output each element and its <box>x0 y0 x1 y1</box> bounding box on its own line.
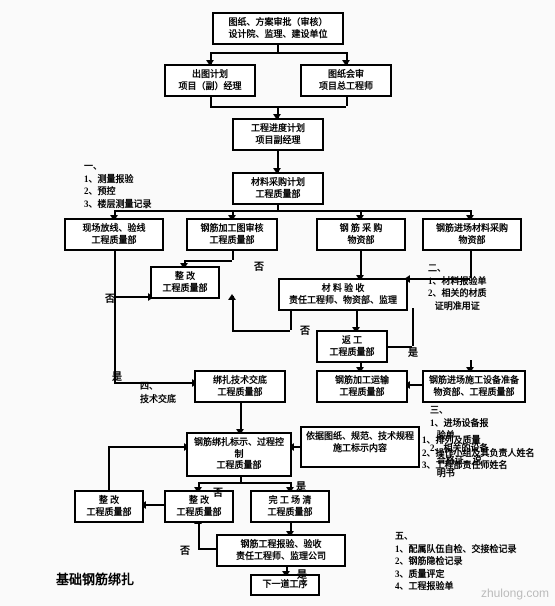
node-n5: 材料采购计划工程质量部 <box>232 172 324 205</box>
decision-d7: 是 <box>296 478 306 493</box>
edge-h <box>198 548 216 550</box>
edge-h <box>408 384 422 386</box>
node-n10: 整 改工程质量部 <box>150 266 220 299</box>
page-title: 基础钢筋绑扎 <box>56 569 134 588</box>
flowchart-canvas: 图纸、方案审批（审核）设计院、监理、建设单位出图计划项目（副）经理 图纸会审项目总… <box>0 0 555 606</box>
node-n13: 钢筋加工运输工程质量部 <box>316 370 408 403</box>
edge-h <box>114 296 150 298</box>
edge-h <box>144 504 164 506</box>
node-n8: 钢 筋 采 购物资部 <box>316 218 406 251</box>
node-n12: 返 工工程质量部 <box>316 330 388 363</box>
decision-d4: 否 <box>300 322 310 337</box>
node-n22: 下一道工序 <box>250 574 320 596</box>
arrow-up <box>228 294 236 300</box>
edge-h <box>184 260 232 262</box>
note-note1: 一、 1、测量报验 2、预控 3、楼层测量记录 <box>84 160 152 210</box>
node-n3: 图纸会审项目总工程师 <box>300 64 392 97</box>
node-n21: 钢筋工程报验、验收责任工程师、监理公司 <box>216 534 346 567</box>
edge-h <box>232 330 290 332</box>
decision-d3: 否 <box>254 258 264 273</box>
edge-v <box>114 248 116 382</box>
note-note4: 四、 技术交底 <box>140 380 176 405</box>
node-n4: 工程进度计划项目副经理 <box>232 118 324 151</box>
decision-d2: 是 <box>112 368 122 383</box>
note-note5: 1、排列及质量 2、操作小组及其负责人姓名 3、工程部责任师姓名 <box>422 434 535 472</box>
decision-d6: 否 <box>213 484 223 499</box>
node-n11: 材 料 验 收责任工程师、物资部、监理 <box>278 278 408 311</box>
edge-h <box>198 482 290 484</box>
node-n18: 整 改工程质量部 <box>74 490 144 523</box>
decision-d8: 否 <box>180 542 190 557</box>
node-n19: 整 改工程质量部 <box>164 490 234 523</box>
edge-v <box>232 296 234 330</box>
node-n9: 钢筋进场材料采购物资部 <box>422 218 522 251</box>
edge-h <box>114 210 470 212</box>
node-n6: 现场放线、验线工程质量部 <box>64 218 164 251</box>
node-n14: 钢筋进场施工设备准备物资部、工程质量部 <box>422 370 526 403</box>
edge-v <box>198 520 200 548</box>
node-n7: 钢筋加工图审核工程质量部 <box>186 218 278 251</box>
edge-v <box>412 308 414 346</box>
decision-d9: 是 <box>297 566 307 581</box>
node-n2: 出图计划项目（副）经理 <box>164 64 256 97</box>
edge-h <box>210 52 346 54</box>
node-n17: 依据图纸、规范、技术规程施工标示内容 <box>300 426 420 468</box>
node-n16: 钢筋绑扎标示、过程控制工程质量部 <box>186 432 292 477</box>
edge-h <box>108 446 186 448</box>
note-note6: 五、 1、配属队伍自检、交接检记录 2、钢筋隐检记录 3、质量评定 4、工程报验… <box>395 530 517 593</box>
edge-v <box>108 446 110 490</box>
watermark: zhulong.com <box>481 586 549 600</box>
decision-d5: 是 <box>408 344 418 359</box>
node-n20: 完 工 场 清工程质量部 <box>250 490 330 523</box>
edge-v <box>240 400 242 432</box>
node-n1: 图纸、方案审批（审核）设计院、监理、建设单位 <box>212 12 344 45</box>
edge-v <box>360 248 362 278</box>
decision-d1: 否 <box>105 290 115 305</box>
note-note2: 二、 1、材料报验单 2、相关的材质 证明准用证 <box>428 262 487 312</box>
node-n15: 绑扎技术交底工程质量部 <box>194 370 286 403</box>
